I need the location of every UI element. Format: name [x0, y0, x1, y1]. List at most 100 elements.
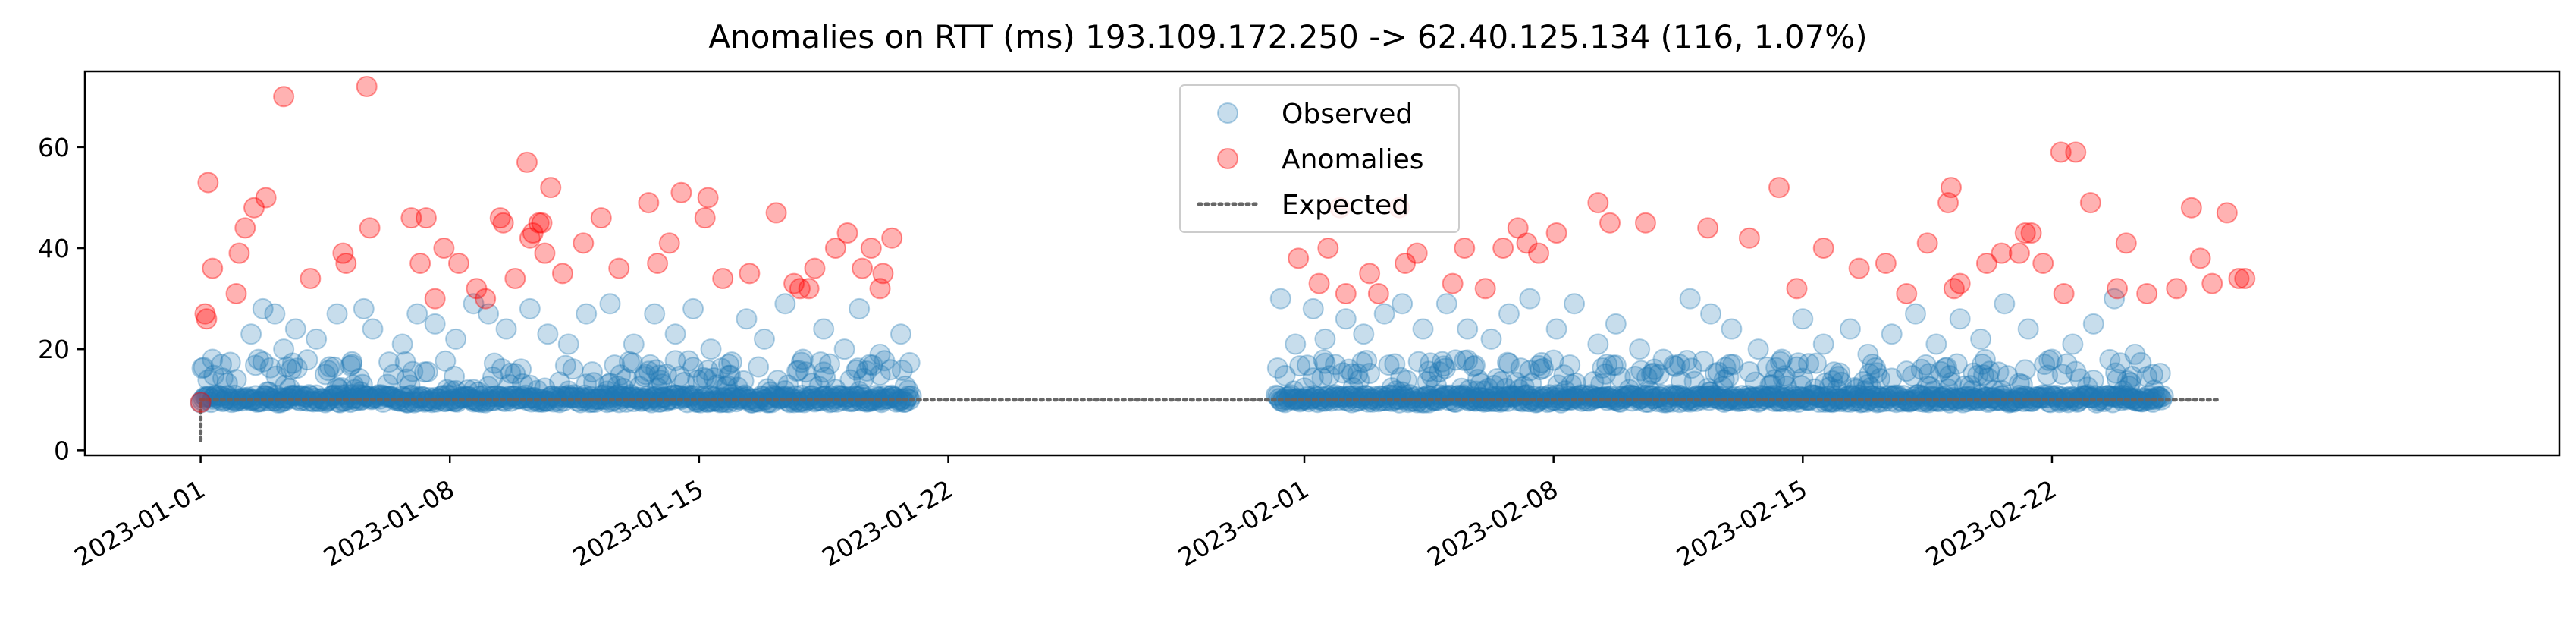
observed-point: [759, 381, 781, 403]
observed-point: [1831, 371, 1853, 393]
observed-point: [645, 359, 667, 381]
observed-point: [1590, 373, 1612, 395]
anomaly-point: [1454, 238, 1476, 260]
anomaly-point: [824, 238, 846, 260]
observed-point: [1347, 386, 1369, 408]
observed-point: [1637, 391, 1659, 413]
observed-point: [1412, 318, 1434, 340]
anomaly-point: [2136, 282, 2158, 304]
observed-point: [871, 392, 893, 414]
observed-point: [1670, 370, 1692, 392]
observed-point: [893, 392, 915, 414]
observed-point: [565, 386, 587, 408]
observed-point: [811, 386, 833, 408]
observed-point: [1983, 379, 2005, 401]
observed-point: [247, 348, 269, 370]
observed-point: [669, 365, 691, 387]
anomaly-point: [658, 232, 680, 254]
observed-point: [341, 351, 363, 373]
observed-point: [1341, 363, 1363, 385]
observed-point: [1307, 392, 1329, 414]
observed-point: [1589, 387, 1611, 409]
observed-point: [1719, 354, 1741, 376]
observed-point: [1744, 386, 1766, 408]
observed-point: [576, 303, 598, 325]
anomaly-point: [2020, 222, 2042, 244]
observed-point: [1934, 357, 1956, 379]
observed-point: [1609, 367, 1631, 389]
observed-point: [839, 369, 861, 391]
observed-point: [559, 386, 581, 408]
anomaly-point: [531, 212, 553, 234]
observed-point: [1915, 354, 1937, 376]
y-axis: 0 20 40 60: [38, 133, 85, 465]
observed-point: [234, 386, 256, 408]
observed-point: [337, 386, 359, 408]
observed-point: [2082, 370, 2104, 392]
observed-point: [2079, 387, 2101, 409]
anomaly-point: [551, 263, 573, 285]
observed-point: [2041, 348, 2063, 370]
observed-point: [1561, 373, 1583, 395]
observed-point: [281, 352, 303, 374]
observed-point: [1592, 357, 1614, 379]
observed-point: [1454, 349, 1476, 371]
observed-point: [413, 361, 435, 383]
observed-point: [624, 386, 646, 408]
observed-point: [1919, 376, 1941, 398]
anomaly-point: [1288, 247, 1310, 269]
observed-point: [193, 357, 215, 379]
observed-point: [771, 386, 793, 408]
observed-point: [855, 391, 877, 413]
observed-point: [1357, 391, 1379, 413]
observed-point: [742, 392, 764, 414]
observed-point: [2141, 391, 2163, 413]
observed-point: [1665, 355, 1686, 377]
observed-point: [621, 386, 643, 408]
observed-point: [1477, 377, 1499, 399]
observed-point: [1642, 362, 1664, 384]
observed-point: [1821, 370, 1843, 392]
observed-point: [599, 293, 621, 315]
observed-point: [1392, 293, 1414, 315]
observed-point: [1432, 355, 1454, 377]
observed-point: [348, 367, 370, 389]
observed-point: [393, 386, 415, 408]
observed-point: [1975, 386, 1997, 408]
observed-point: [1505, 372, 1527, 394]
observed-point: [607, 375, 629, 397]
observed-point: [2133, 387, 2155, 409]
observed-point: [483, 352, 505, 374]
observed-point: [652, 386, 674, 408]
observed-point: [758, 392, 780, 414]
observed-point: [2025, 386, 2047, 408]
observed-point: [1741, 386, 1763, 408]
anomaly-point: [1317, 238, 1339, 260]
observed-point: [1353, 323, 1375, 345]
anomaly-point: [1848, 257, 1870, 279]
observed-point: [1418, 360, 1440, 382]
observed-point: [1274, 364, 1296, 386]
observed-point: [1341, 392, 1363, 414]
observed-point: [1952, 392, 1974, 414]
observed-point: [692, 367, 714, 389]
legend-observed-marker: [1217, 102, 1238, 124]
observed-point: [1630, 360, 1652, 382]
observed-point: [1769, 351, 1791, 373]
observed-point: [523, 386, 545, 408]
expected-line: [199, 398, 2223, 442]
observed-point: [884, 386, 906, 408]
observed-point: [1595, 363, 1617, 385]
observed-point: [463, 293, 485, 315]
observed-point: [783, 392, 805, 414]
legend-box: [1179, 84, 1460, 233]
observed-point: [1747, 391, 1769, 413]
observed-point: [869, 364, 891, 386]
observed-point: [268, 386, 290, 408]
observed-point: [817, 386, 839, 408]
legend-label: Expected: [1282, 190, 1409, 221]
observed-point: [1839, 391, 1861, 413]
observed-point: [1787, 391, 1809, 413]
observed-point: [786, 360, 808, 382]
observed-point: [1680, 386, 1702, 408]
